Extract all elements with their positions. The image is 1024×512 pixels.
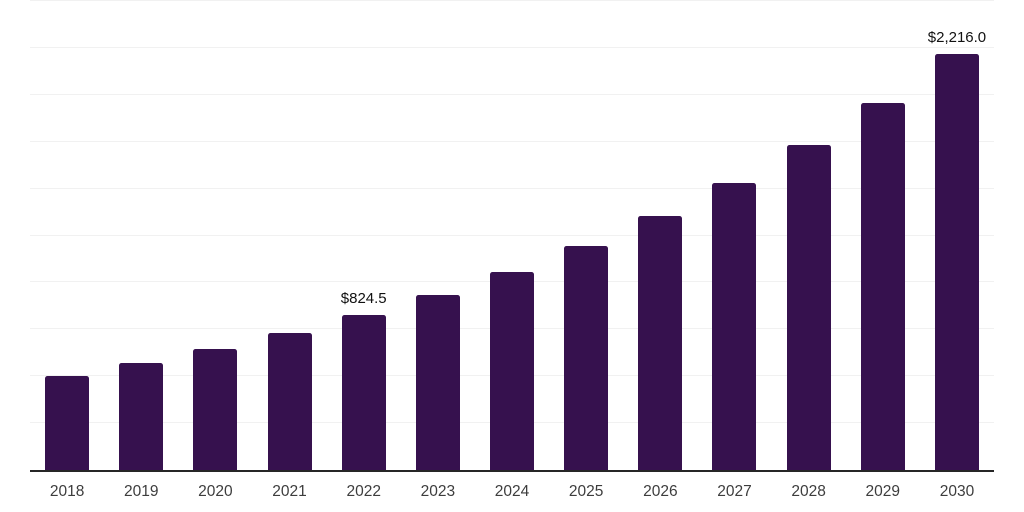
x-tick-label-2024: 2024 — [494, 483, 530, 500]
x-tick-label-2018: 2018 — [49, 483, 85, 500]
x-tick-label-2030: 2030 — [939, 483, 975, 500]
gridline — [30, 0, 994, 1]
plot-area: $824.5 $2,216.0 — [30, 0, 994, 472]
bar-2029 — [860, 102, 905, 470]
gridline — [30, 187, 994, 189]
bar-group-2018 — [30, 1, 104, 470]
bar-group-2023 — [401, 1, 475, 470]
bar-group-2021 — [252, 1, 326, 470]
bar-2023 — [415, 294, 460, 470]
bar-value-label: $824.5 — [340, 290, 387, 308]
bar-2019 — [119, 363, 164, 470]
bar-2022 — [341, 315, 386, 470]
bar-2030 — [934, 54, 979, 470]
bar-group-2026 — [623, 1, 697, 470]
bar-2027 — [712, 183, 757, 470]
x-tick-label-2022: 2022 — [346, 483, 381, 500]
gridline — [30, 46, 994, 48]
x-tick-label-2029: 2029 — [865, 483, 901, 500]
x-axis: 2018 2019 2020 2021 2022 2023 2024 2025 2026 2027… — [30, 481, 994, 503]
x-tick-label-2019: 2019 — [123, 483, 159, 500]
bar-2024 — [490, 271, 535, 470]
bar-group-2019 — [104, 1, 178, 470]
gridline — [30, 140, 994, 142]
gridline — [30, 93, 994, 95]
bar-group-2020 — [178, 1, 252, 470]
bar-group-2022: $824.5 — [327, 1, 401, 470]
x-tick-label-2021: 2021 — [272, 483, 307, 500]
x-tick-label-2020: 2020 — [198, 483, 233, 500]
bar-2026 — [638, 216, 683, 470]
bar-value-label: $2,216.0 — [927, 29, 987, 47]
bar-group-2024 — [475, 1, 549, 470]
bar-2028 — [786, 145, 831, 470]
x-tick-label-2025: 2025 — [568, 483, 604, 500]
bar-group-2028 — [772, 1, 846, 470]
x-tick-label-2028: 2028 — [791, 483, 826, 500]
bar-2018 — [45, 375, 90, 470]
x-tick-label-2026: 2026 — [643, 483, 678, 500]
bar-2025 — [564, 245, 609, 470]
bars-container: $824.5 $2,216.0 — [30, 1, 994, 470]
bar-2020 — [193, 349, 238, 470]
bar-group-2025 — [549, 1, 623, 470]
x-tick-label-2027: 2027 — [717, 483, 752, 500]
bar-2021 — [267, 333, 312, 470]
x-tick-label-2023: 2023 — [420, 483, 456, 500]
gridline — [30, 234, 994, 236]
bar-group-2027 — [697, 1, 771, 470]
bar-group-2029 — [846, 1, 920, 470]
bar-group-2030: $2,216.0 — [920, 1, 994, 470]
